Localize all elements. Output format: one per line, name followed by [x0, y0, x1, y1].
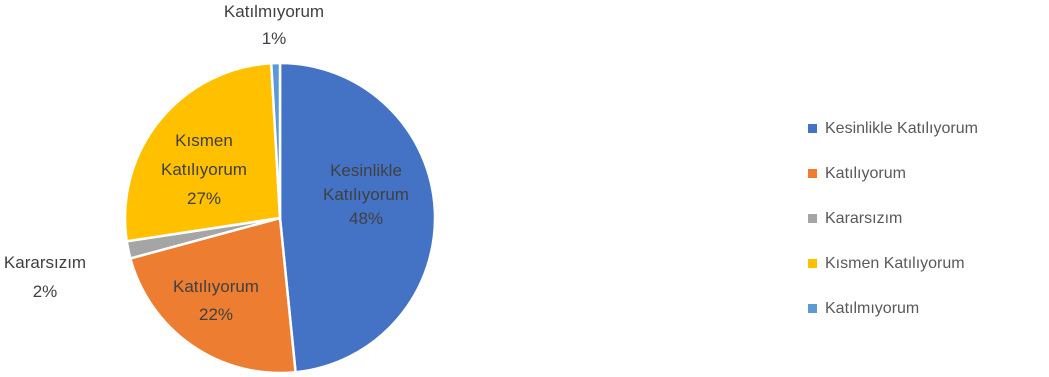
chart-legend: Kesinlikle Katılıyorum Katılıyorum Kararsı… [808, 117, 978, 342]
legend-swatch [808, 169, 817, 178]
pie-slice-kat-lm-yorum [269, 61, 282, 220]
legend-item: Kararsızım [808, 207, 978, 230]
pie-slice-k-smen-kat-l-yorum [123, 61, 282, 243]
data-label-kesinlikle-kat-l-yorum: Kesinlikle Katılıyorum 48% [323, 161, 409, 228]
legend-item: Katılmıyorum [808, 297, 978, 320]
legend-label: Kararsızım [825, 209, 903, 227]
legend-item: Kısmen Katılıyorum [808, 252, 978, 275]
data-label-kat-l-yorum: Katılıyorum 22% [173, 277, 259, 324]
legend-item: Kesinlikle Katılıyorum [808, 117, 978, 140]
legend-label: Kısmen Katılıyorum [825, 254, 965, 272]
legend-label: Katılmıyorum [825, 299, 920, 317]
legend-swatch [808, 259, 817, 268]
data-label-k-smen-kat-l-yorum: Kısmen Katılıyorum 27% [161, 131, 247, 208]
data-label-karars-z-m: Kararsızım 2% [4, 253, 86, 301]
legend-item: Katılıyorum [808, 162, 978, 185]
legend-label: Katılıyorum [825, 164, 906, 182]
pie-slice-kesinlikle-kat-l-yorum [278, 61, 437, 374]
legend-swatch [808, 214, 817, 223]
data-label-kat-lm-yorum: Katılmıyorum 1% [224, 2, 324, 48]
legend-swatch [808, 304, 817, 313]
legend-label: Kesinlikle Katılıyorum [825, 119, 978, 137]
pie-slice-kat-l-yorum [129, 216, 297, 375]
legend-swatch [808, 124, 817, 133]
